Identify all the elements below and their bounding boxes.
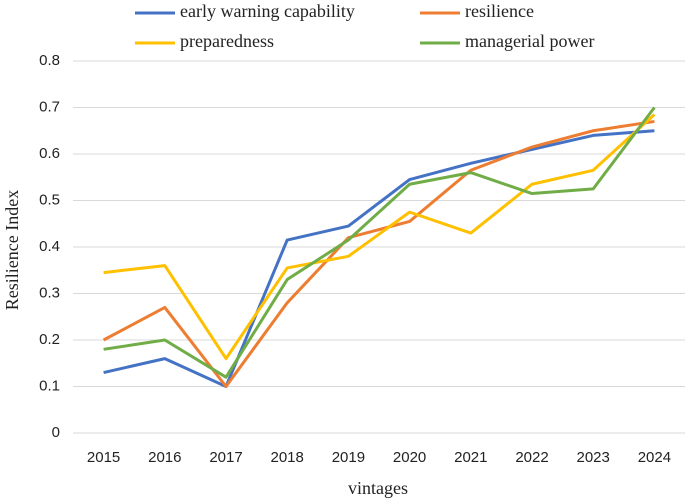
x-tick-label: 2018 <box>271 449 304 466</box>
x-axis-title: vintages <box>348 478 408 498</box>
y-tick-label: 0.4 <box>39 238 60 255</box>
y-tick-label: 0 <box>52 424 60 441</box>
series-line <box>102 119 655 388</box>
x-tick-label: 2015 <box>87 449 120 466</box>
x-tick-label: 2019 <box>332 449 365 466</box>
x-tick-label: 2022 <box>515 449 548 466</box>
legend-label: preparedness <box>180 31 274 51</box>
y-tick-label: 0.6 <box>39 145 60 162</box>
legend-label: resilience <box>465 1 534 21</box>
x-tick-label: 2021 <box>454 449 487 466</box>
series-line <box>103 113 656 361</box>
x-tick-label: 2020 <box>393 449 426 466</box>
y-tick-label: 0.5 <box>39 191 60 208</box>
x-tick-label: 2016 <box>148 449 181 466</box>
x-tick-label: 2024 <box>638 449 671 466</box>
y-tick-label: 0.7 <box>39 98 60 115</box>
x-tick-label: 2023 <box>577 449 610 466</box>
y-tick-label: 0.1 <box>39 377 60 394</box>
y-axis-title: Resilience Index <box>2 190 22 310</box>
y-tick-label: 0.2 <box>39 331 60 348</box>
legend-label: early warning capability <box>180 1 355 21</box>
series-line <box>103 106 656 379</box>
y-tick-label: 0.8 <box>39 52 60 69</box>
x-tick-label: 2017 <box>209 449 242 466</box>
legend-label: managerial power <box>465 31 594 51</box>
series-line <box>103 129 655 388</box>
y-tick-label: 0.3 <box>39 284 60 301</box>
